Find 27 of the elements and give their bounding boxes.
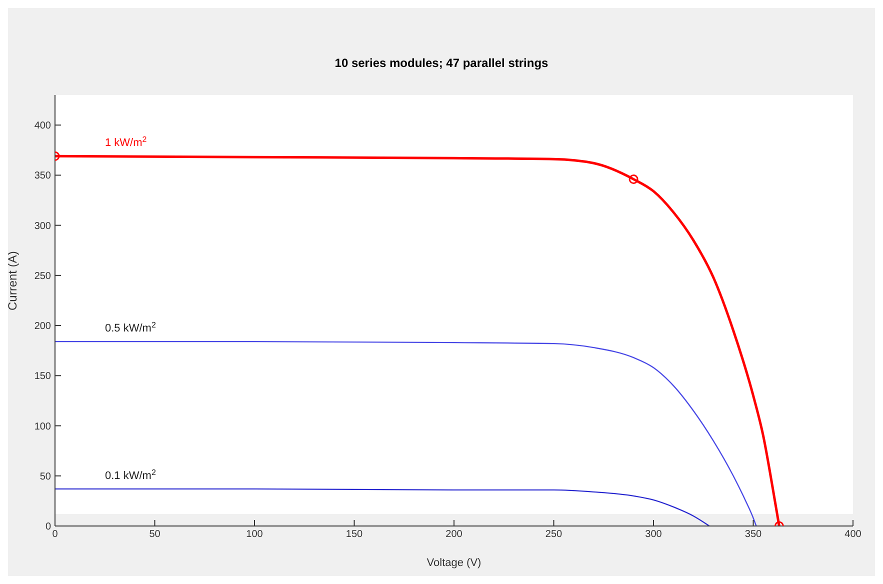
line-series <box>55 488 710 526</box>
y-tick-label: 250 <box>34 270 52 282</box>
y-tick-label: 400 <box>34 120 52 132</box>
x-tick-label: 50 <box>149 529 161 540</box>
y-tick-label: 200 <box>34 321 52 332</box>
x-tick-label: 400 <box>844 529 862 540</box>
x-tick-label: 350 <box>744 529 762 540</box>
point <box>628 174 638 184</box>
y-tick-label: 300 <box>34 220 52 232</box>
line-series <box>55 340 757 526</box>
y-tick-label: 50 <box>40 471 52 482</box>
series-label: 1 kW/m$^{2}$ <box>105 134 148 150</box>
y-tick-label: 100 <box>34 421 52 432</box>
y-tick-label: 350 <box>34 170 52 182</box>
series-label: 0.5 kW/m$^{2}$ <box>105 320 156 335</box>
chart-title: 10 series modules; 47 parallel strings <box>334 56 550 70</box>
y-tick-label: 150 <box>34 371 52 382</box>
x-tick-label: 150 <box>346 529 364 540</box>
x-tick-label: 300 <box>645 529 662 540</box>
x-tick-label: 200 <box>446 529 463 540</box>
series-label: 0.1 kW/m$^{2}$ <box>105 467 156 482</box>
y-tick-label: 0 <box>45 522 52 533</box>
x-tick-label: 100 <box>246 529 264 540</box>
x-tick-label: 250 <box>545 529 563 540</box>
y-axis-title: Current (A) <box>5 251 20 310</box>
x-tick-label: 0 <box>52 529 58 540</box>
x-axis-title: Voltage (V) <box>426 557 482 569</box>
